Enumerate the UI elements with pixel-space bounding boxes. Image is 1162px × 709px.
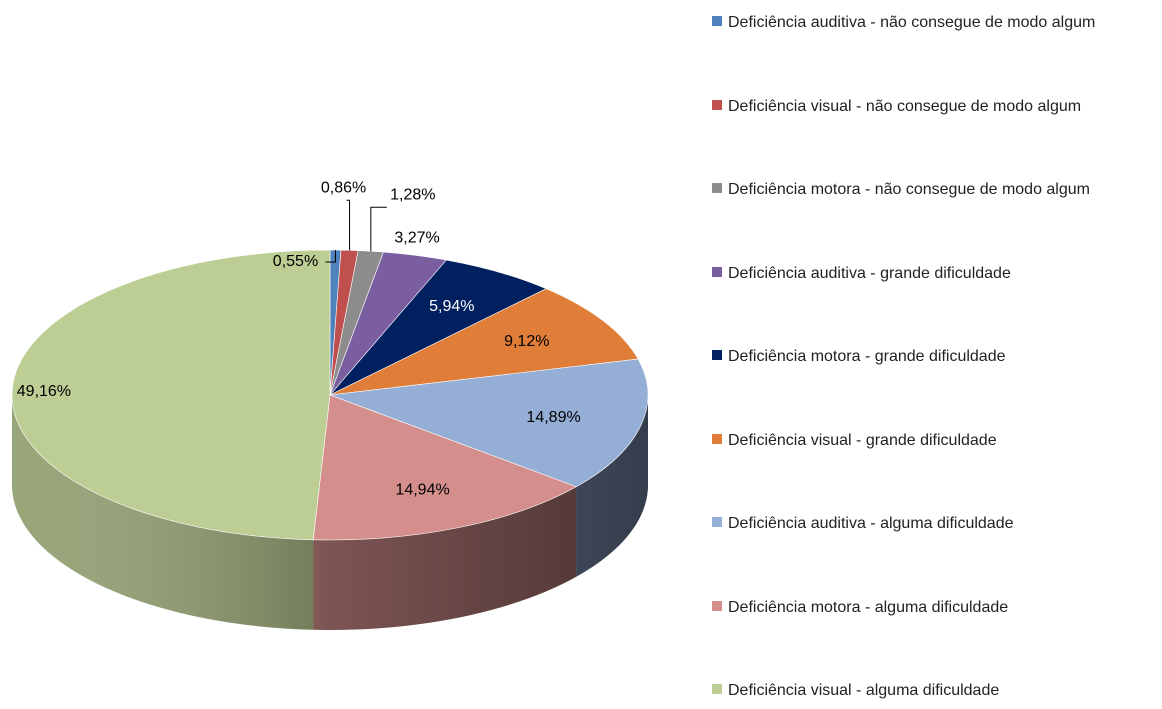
legend-swatch (712, 266, 722, 277)
legend-swatch (712, 433, 722, 444)
data-label: 1,28% (390, 186, 435, 203)
leader-line (370, 206, 387, 252)
legend-label: Deficiência motora - grande dificuldade (728, 348, 1006, 365)
pie-chart: 0,55% 0,86% 1,28% 3,27% 5,94% 9,12% 14,89% 14,9… (11, 179, 649, 630)
legend-swatch (712, 684, 722, 694)
legend-swatch (712, 600, 722, 611)
data-label: 14,89% (526, 409, 580, 426)
legend-swatch (712, 16, 722, 26)
legend-swatch (712, 517, 722, 527)
legend-label: Deficiência visual - grande dificuldade (728, 431, 997, 449)
legend-label: Deficiência visual - não consegue de mod… (728, 97, 1082, 115)
data-label: 14,94% (395, 482, 449, 499)
legend-label: Deficiência visual - alguma dificuldade (728, 682, 1000, 699)
legend-label: Deficiência motora - não consegue de mod… (728, 181, 1090, 198)
legend-item: Deficiência visual - grande dificuldade (712, 430, 1112, 452)
legend-item: Deficiência motora - grande dificuldade (712, 346, 1112, 368)
data-label: 49,16% (17, 383, 71, 400)
legend-item: Deficiência visual - não consegue de mod… (712, 96, 1112, 118)
pie-slice (11, 249, 331, 541)
legend-swatch (712, 350, 722, 360)
legend-item: Deficiência motora - não consegue de mod… (712, 179, 1112, 201)
data-label: 0,55% (273, 253, 318, 270)
pie-slice (329, 358, 649, 488)
legend-item: Deficiência auditiva - alguma dificuldad… (712, 513, 1112, 535)
pie-slice (312, 394, 577, 541)
data-label: 5,94% (429, 298, 474, 315)
legend-item: Deficiência motora - alguma dificuldade (712, 597, 1112, 619)
legend-swatch (712, 183, 722, 193)
leader-line (346, 199, 351, 251)
pie-slice (329, 288, 639, 396)
data-label: 3,27% (394, 230, 439, 247)
legend-label: Deficiência motora - alguma dificuldade (728, 598, 1009, 616)
legend-item: Deficiência auditiva - grande dificuldad… (712, 263, 1112, 285)
legend-label: Deficiência auditiva - grande dificuldad… (728, 264, 1011, 282)
leader-line (325, 250, 336, 263)
data-label: 9,12% (504, 333, 549, 350)
legend-swatch (712, 99, 722, 110)
legend-label: Deficiência auditiva - alguma dificuldad… (728, 515, 1014, 532)
data-label: 0,86% (321, 179, 366, 196)
legend-item: Deficiência auditiva - não consegue de m… (712, 12, 1112, 34)
legend-label: Deficiência auditiva - não consegue de m… (728, 14, 1096, 31)
legend-item: Deficiência visual - alguma dificuldade (712, 680, 1112, 702)
